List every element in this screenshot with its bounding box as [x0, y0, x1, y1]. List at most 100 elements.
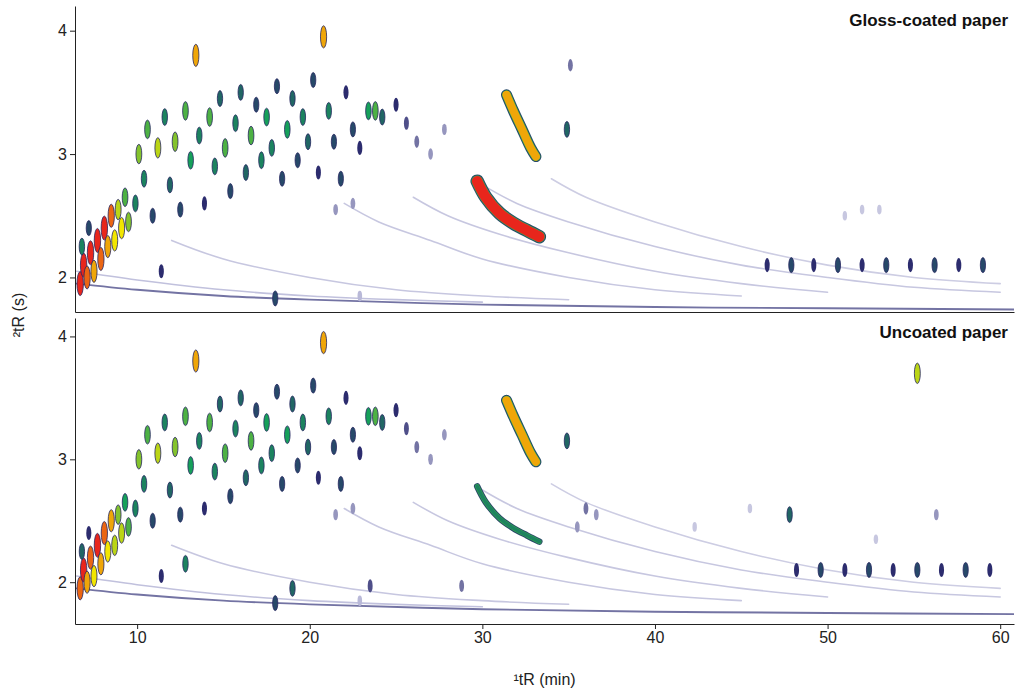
y-tick: 3 — [58, 146, 75, 163]
y-tick: 3 — [58, 451, 75, 468]
peak — [212, 463, 217, 480]
peak — [373, 407, 379, 426]
peak — [159, 569, 164, 583]
x-tick-mark — [482, 624, 483, 629]
peak — [269, 445, 274, 462]
y-tick: 4 — [58, 328, 75, 345]
y-tick-mark — [70, 154, 75, 155]
chart-svg: 234Gloss-coated paper²tR (s)234102030405… — [0, 0, 1024, 699]
peak — [874, 534, 878, 544]
x-tick-mark — [310, 624, 311, 629]
peak — [222, 139, 228, 158]
x-tick: 60 — [992, 624, 1010, 646]
peak — [133, 195, 138, 212]
overloaded-peak — [477, 486, 539, 541]
peak — [126, 212, 132, 232]
peak — [280, 476, 285, 491]
peak — [316, 166, 321, 180]
peak — [172, 132, 178, 152]
peak — [119, 217, 125, 238]
peak — [212, 158, 217, 175]
band-halo — [507, 95, 536, 157]
peak — [584, 502, 589, 514]
peak — [331, 440, 336, 455]
peak — [207, 413, 213, 432]
peak — [207, 108, 213, 127]
peak — [86, 221, 91, 236]
peak — [269, 139, 274, 156]
peak — [145, 120, 151, 139]
peak — [155, 443, 161, 463]
peak — [193, 350, 199, 372]
peak — [934, 509, 939, 520]
peak — [285, 426, 291, 444]
peak — [243, 470, 248, 486]
peak — [987, 563, 992, 577]
peak — [172, 437, 178, 457]
peak — [794, 563, 799, 577]
peak — [222, 444, 228, 463]
overloaded-peak — [477, 181, 539, 237]
x-tick-label: 50 — [819, 629, 837, 646]
y-tick: 2 — [58, 574, 75, 591]
panel-title: Gloss-coated paper — [849, 11, 1008, 30]
peak — [368, 579, 373, 592]
peak — [126, 518, 132, 537]
peak — [333, 509, 338, 520]
peak — [79, 238, 84, 255]
y-axis-title: ²tR (s) — [10, 293, 27, 337]
x-axis-title: ¹tR (min) — [513, 671, 575, 688]
panel: 234102030405060Uncoated paper — [58, 319, 1014, 647]
y-axis-line — [75, 319, 76, 625]
x-axis-line — [76, 312, 1015, 313]
x-tick-mark — [1000, 624, 1001, 629]
peak — [311, 73, 316, 88]
peak — [136, 450, 142, 470]
peak — [162, 109, 167, 126]
peak — [380, 109, 385, 125]
peak — [274, 79, 279, 94]
peak — [84, 571, 90, 593]
peak — [295, 153, 300, 168]
y-tick-mark — [70, 277, 75, 278]
peak — [178, 507, 183, 522]
peak — [316, 471, 321, 485]
peak — [273, 291, 278, 306]
y-tick-label: 3 — [58, 451, 67, 468]
peak — [564, 433, 569, 449]
peak — [228, 489, 233, 504]
peak — [193, 44, 199, 66]
peak — [842, 563, 847, 577]
peak — [351, 198, 356, 209]
peak — [357, 446, 362, 460]
peak — [217, 396, 222, 412]
peak — [254, 403, 259, 418]
panel-title: Uncoated paper — [880, 323, 1009, 342]
peak — [243, 165, 248, 181]
peak — [84, 266, 90, 289]
bleed-streak — [413, 197, 827, 292]
peak — [914, 363, 920, 383]
bleed-streak — [482, 185, 1000, 292]
peak — [155, 138, 161, 158]
peak — [115, 505, 121, 525]
peak — [217, 91, 222, 107]
peak — [79, 544, 84, 560]
peak — [259, 152, 264, 169]
peak — [333, 204, 338, 215]
y-tick-label: 2 — [58, 269, 67, 286]
band-outline — [507, 95, 536, 157]
x-tick-mark — [828, 624, 829, 629]
bleed-streak — [77, 284, 1014, 310]
peak — [108, 204, 114, 227]
peak — [963, 562, 968, 577]
peak — [366, 407, 372, 425]
peak — [843, 211, 847, 221]
y-tick-label: 4 — [58, 328, 67, 345]
peak — [115, 199, 121, 219]
peak — [414, 441, 419, 453]
peak — [141, 170, 146, 187]
y-tick-mark — [70, 582, 75, 583]
x-axis: 102030405060 — [76, 624, 1015, 646]
bleed-streak — [172, 240, 569, 299]
